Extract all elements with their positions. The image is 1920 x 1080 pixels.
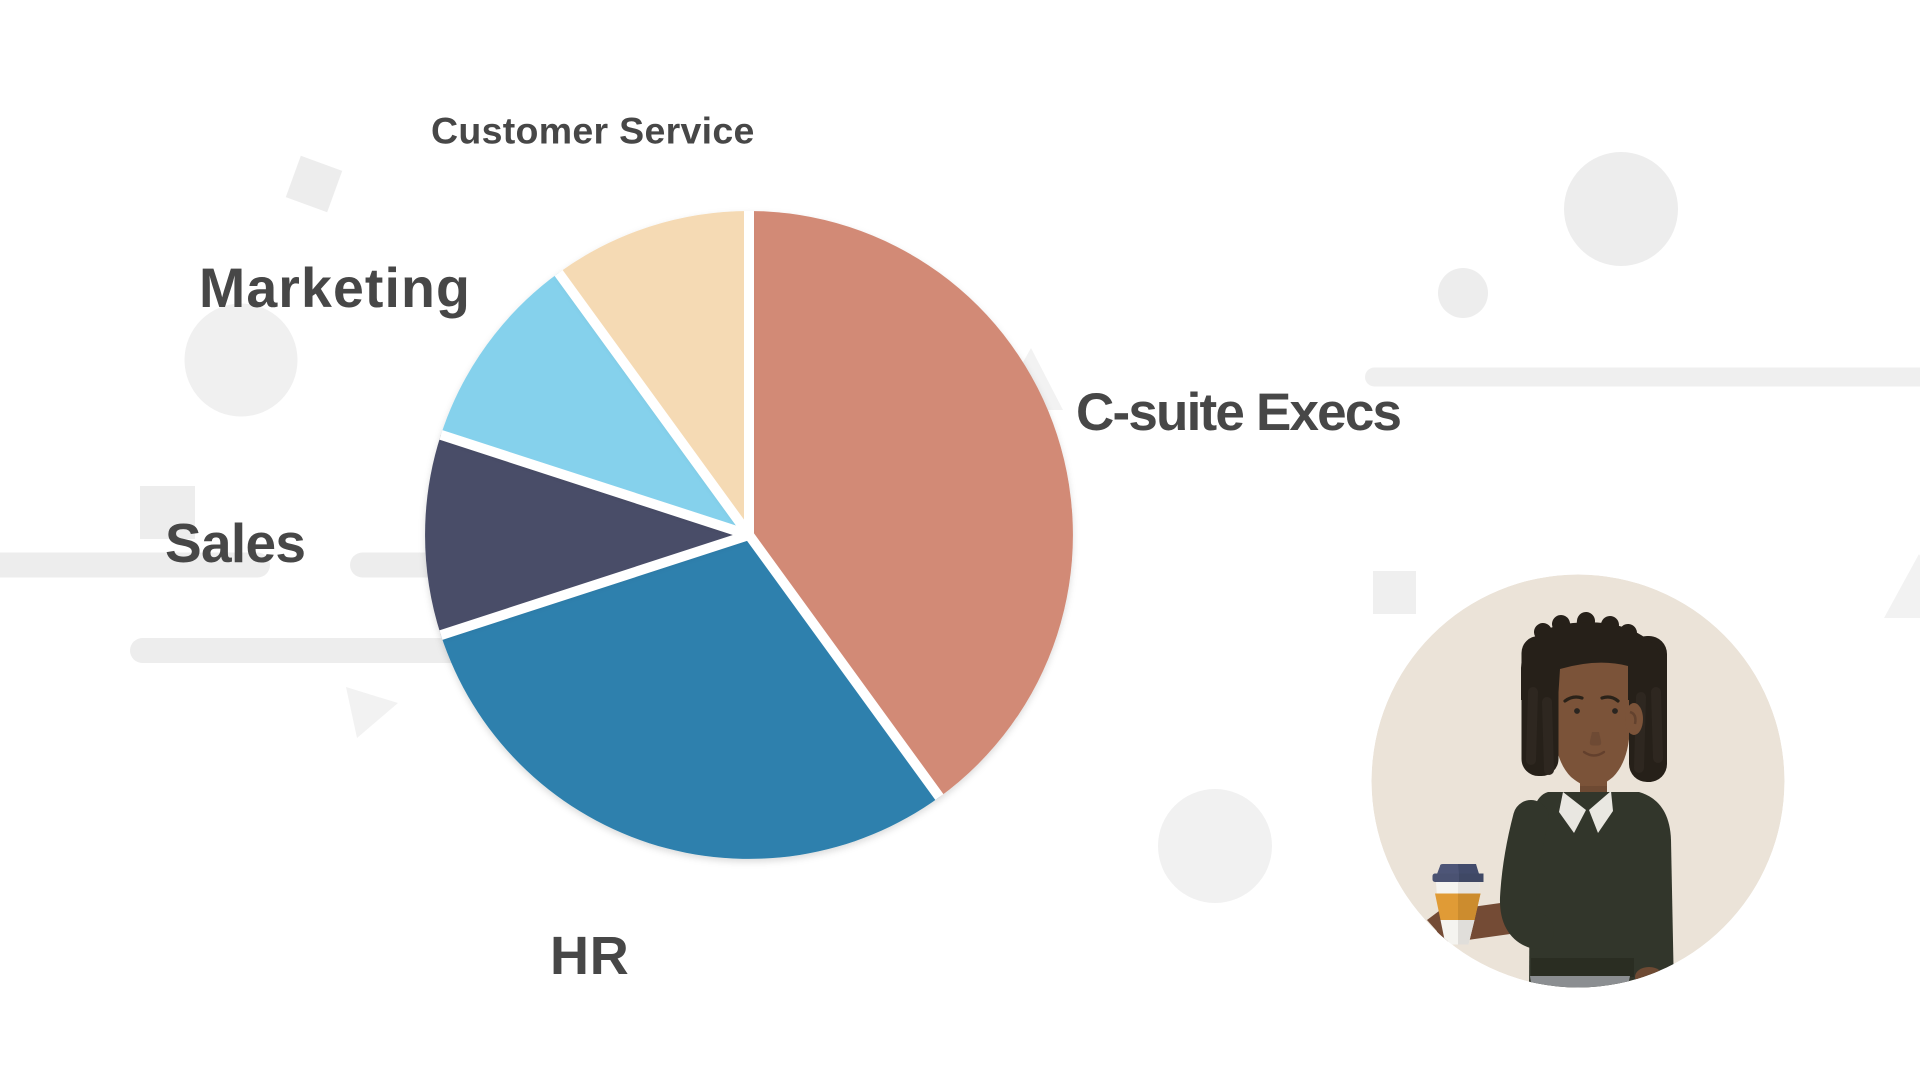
svg-text:C-suite Execs: C-suite Execs (1076, 383, 1401, 442)
svg-text:Sales: Sales (165, 512, 305, 574)
svg-text:Customer Service: Customer Service (431, 110, 755, 152)
svg-text:Marketing: Marketing (199, 257, 471, 319)
svg-text:HR: HR (550, 926, 630, 986)
